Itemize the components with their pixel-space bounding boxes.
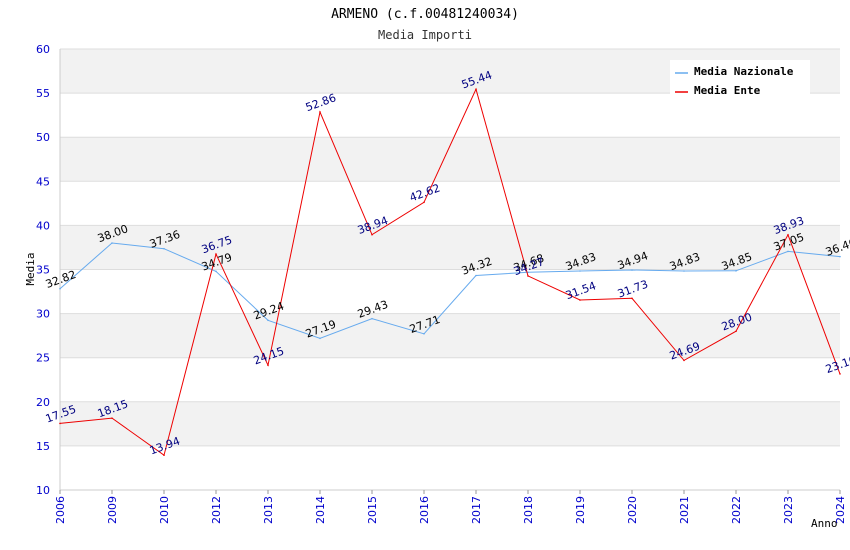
x-tick-label: 2019 [574,496,587,524]
x-tick-label: 2010 [158,496,171,524]
series-line-media-nazionale [59,242,841,339]
point-media-nazionale [683,270,685,272]
point-media-ente [371,233,373,236]
point-media-ente [579,299,581,301]
point-media-ente [475,88,477,91]
point-media-ente [839,373,841,375]
point-media-nazionale [215,270,217,273]
legend-box [670,60,810,98]
point-media-nazionale [839,255,841,258]
point-media-nazionale [787,250,789,253]
x-tick-label: 2009 [106,496,119,524]
x-tick-label: 2020 [626,496,639,524]
point-media-ente [215,253,217,255]
point-media-ente [319,111,321,113]
series-line-media-ente [59,87,841,457]
plot-band [60,401,840,446]
y-tick-label: 30 [36,308,50,321]
y-tick-label: 45 [36,175,50,188]
y-tick-label: 10 [36,484,50,497]
x-tick-label: 2023 [782,496,795,524]
x-tick-label: 2021 [678,496,691,524]
point-media-ente [423,201,425,204]
point-media-ente [787,234,789,236]
y-tick-label: 20 [36,396,50,409]
point-media-ente [267,364,269,366]
x-tick-label: 2006 [54,496,67,524]
y-tick-label: 50 [36,131,50,144]
y-tick-label: 35 [36,264,50,277]
chart-subtitle: Media Importi [378,28,472,42]
point-media-nazionale [475,274,477,277]
x-tick-labels: 2006 2009 2010 2012 2013 2014 2015 2016 2017 2018… [54,496,847,524]
x-tick-label: 2012 [210,496,223,524]
x-tick-label: 2016 [418,496,431,524]
y-axis-title: Media [24,252,37,285]
chart-title: ARMENO (c.f.00481240034) [331,7,519,22]
point-media-nazionale [111,242,113,244]
point-media-nazionale [579,270,581,272]
point-media-ente [683,359,685,362]
plot-band [60,313,840,358]
point-media-ente [735,330,737,333]
plot-band [60,137,840,182]
point-media-nazionale [735,270,737,272]
x-axis-title: Anno [811,517,838,530]
point-media-nazionale [371,317,373,320]
point-media-nazionale [163,247,165,250]
point-media-ente [59,422,61,425]
y-tick-label: 15 [36,440,50,453]
point-media-nazionale [267,319,269,322]
series-lines [59,87,841,457]
point-media-ente [111,417,113,419]
point-media-ente [163,454,165,457]
legend-label-nazionale: Media Nazionale [694,65,794,78]
y-tick-label: 40 [36,219,50,232]
point-media-ente [527,275,529,277]
legend: Media Nazionale Media Ente [670,60,810,98]
y-tick-labels: 10 15 20 25 30 35 40 45 50 55 60 [36,43,50,497]
x-tick-label: 2022 [730,496,743,524]
y-tick-label: 60 [36,43,50,56]
plot-band [60,225,840,270]
x-tick-label: 2014 [314,496,327,524]
point-media-nazionale [319,337,321,340]
x-tick-label: 2017 [470,496,483,524]
x-tick-label: 2013 [262,496,275,524]
x-tick-label: 2024 [834,496,847,524]
x-tick-label: 2015 [366,496,379,524]
point-media-nazionale [59,287,61,290]
x-tick-label: 2018 [522,496,535,524]
y-tick-label: 25 [36,352,50,365]
point-media-nazionale [631,269,633,271]
point-media-nazionale [423,332,425,335]
y-tick-label: 55 [36,87,50,100]
point-media-ente [631,297,633,300]
legend-label-ente: Media Ente [694,84,761,97]
axes [59,49,841,494]
